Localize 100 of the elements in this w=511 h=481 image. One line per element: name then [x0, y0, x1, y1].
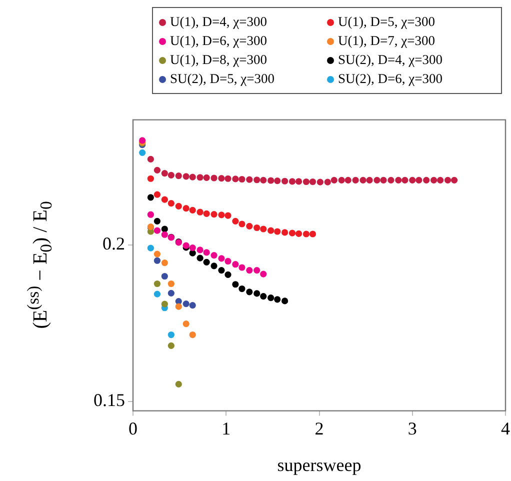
legend-label: SU(2), D=5, χ=300 [170, 71, 274, 87]
point [330, 176, 338, 184]
point [168, 280, 174, 288]
point [175, 202, 182, 210]
point [154, 191, 161, 198]
point [182, 300, 190, 308]
point [168, 290, 174, 296]
point [203, 210, 210, 217]
point [161, 226, 168, 232]
point [268, 227, 274, 234]
y-tick-label: 0.2 [102, 234, 125, 254]
point [161, 300, 168, 308]
point [154, 280, 161, 288]
point [196, 246, 204, 254]
point [147, 194, 154, 201]
point [154, 227, 161, 234]
point [450, 176, 458, 184]
point [147, 175, 154, 182]
point [154, 290, 161, 298]
legend-label: U(1), D=5, χ=300 [338, 14, 435, 30]
point [203, 249, 210, 256]
point [260, 292, 267, 300]
point [374, 176, 380, 184]
point [147, 211, 154, 218]
legend-label: SU(2), D=4, χ=300 [338, 52, 442, 68]
point [189, 174, 196, 180]
point [380, 176, 387, 184]
point [232, 176, 239, 182]
point [388, 176, 394, 184]
point [295, 178, 302, 185]
point [288, 178, 296, 185]
point [168, 331, 174, 338]
point [395, 176, 402, 184]
point [147, 156, 154, 163]
point [161, 272, 168, 280]
point [344, 176, 352, 184]
point [268, 294, 274, 302]
point [196, 254, 204, 262]
point [154, 166, 161, 174]
point [218, 255, 225, 262]
point [295, 230, 302, 237]
point [175, 172, 182, 180]
legend-label: U(1), D=6, χ=300 [170, 33, 267, 49]
point [196, 208, 204, 216]
point [254, 224, 260, 232]
point [423, 176, 430, 184]
point [210, 252, 218, 259]
point [182, 205, 190, 212]
point [238, 285, 246, 292]
point [416, 176, 422, 184]
legend-label: U(1), D=8, χ=300 [170, 52, 267, 68]
point [254, 176, 260, 184]
point [309, 178, 316, 186]
point [246, 267, 253, 274]
point [437, 176, 444, 184]
point [189, 244, 196, 252]
point [238, 220, 246, 228]
point [260, 176, 267, 184]
point [224, 271, 232, 278]
point [224, 212, 232, 219]
x-tick-label: 2 [314, 418, 324, 438]
point [168, 200, 174, 207]
point [254, 290, 260, 297]
point [444, 176, 452, 184]
point [274, 178, 281, 184]
point [238, 264, 246, 271]
point [168, 342, 174, 350]
point [224, 175, 232, 182]
point [232, 218, 239, 224]
point [246, 222, 253, 230]
point [260, 226, 267, 232]
x-tick-label: 1 [222, 418, 231, 438]
point [232, 281, 239, 288]
x-tick-label: 3 [408, 418, 417, 438]
point [139, 149, 146, 156]
point [147, 244, 154, 252]
point [168, 172, 174, 178]
point [224, 258, 232, 265]
point [352, 176, 359, 184]
point [302, 178, 310, 186]
point [254, 267, 260, 274]
y-tick-label: 0.15 [94, 390, 125, 410]
point [210, 174, 218, 182]
point [189, 206, 196, 214]
point [161, 170, 168, 177]
point [260, 270, 267, 278]
legend-label: U(1), D=4, χ=300 [170, 14, 267, 30]
point [338, 176, 345, 184]
legend-label: SU(2), D=6, χ=300 [338, 71, 442, 87]
point [175, 298, 182, 305]
point [210, 262, 218, 270]
point [281, 298, 288, 304]
point [154, 250, 161, 258]
x-axis-title: supersweep [277, 454, 362, 475]
point [203, 258, 210, 266]
point [274, 296, 281, 303]
point [430, 176, 438, 184]
point [161, 196, 168, 203]
point [154, 257, 161, 264]
x-tick-label: 4 [501, 418, 510, 438]
